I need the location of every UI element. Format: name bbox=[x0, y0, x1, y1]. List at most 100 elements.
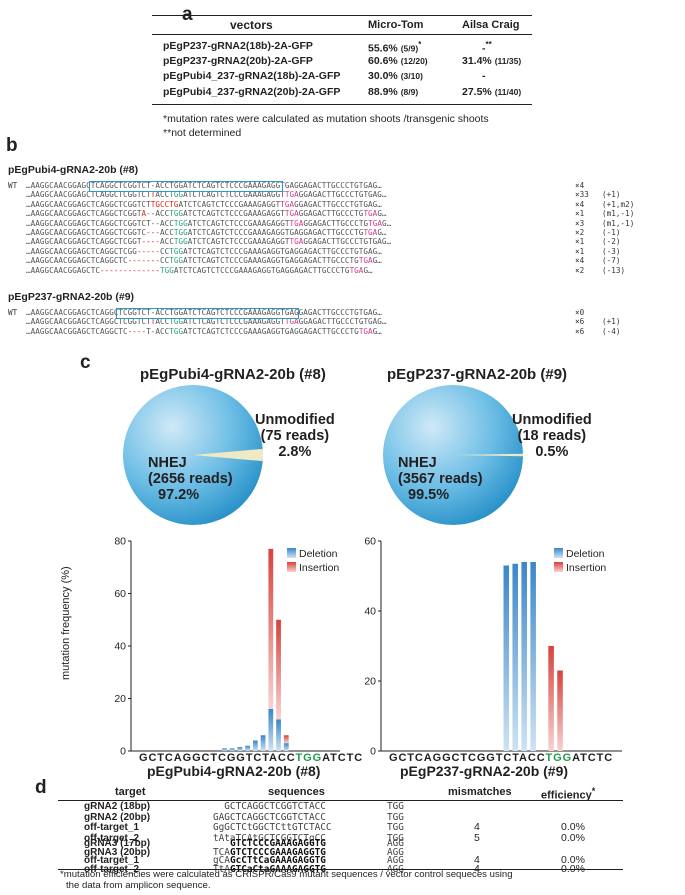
pie-right-unmod-reads: (18 reads) bbox=[517, 428, 587, 444]
seq-seg-1-7-4: ATCTCAGTCTCCCGAAAGAGGTGAGGAGACTTGCCCTGTG… bbox=[183, 246, 382, 256]
bar-left-ylabel: mutation frequency (%) bbox=[60, 566, 72, 680]
d-pam-g2-1: AGG bbox=[387, 846, 404, 858]
bar-left-ytick-label-4: 80 bbox=[114, 536, 126, 548]
table-a-microtom-n-3: (8/9) bbox=[400, 87, 419, 97]
d-seq-seg-g1-1-0: GAGCTCAGGCTCGGTCTACC bbox=[213, 811, 326, 823]
seq-seg-1-7-3: TGG bbox=[169, 246, 184, 256]
seq-line-1-8: …AAGGCAACGGAGCTCAGGCTC-------CCTGGATCTCA… bbox=[26, 256, 382, 265]
d-eff-g2-2: 0.0% bbox=[561, 854, 585, 866]
seq-seg-1-2-0: …AAGGCAACGGAGCTCAGGCTCGGTCT bbox=[26, 199, 151, 209]
table-a-microtom-n-2: (3/10) bbox=[400, 71, 423, 81]
bar-left-deletion-14 bbox=[245, 745, 251, 751]
d-pam-g1-3: TGG bbox=[387, 832, 404, 844]
note2-text: not determined bbox=[171, 127, 242, 139]
bar-right-ytick-label-2: 40 bbox=[364, 606, 376, 618]
table-a-note2: **not determined bbox=[163, 127, 241, 139]
seq-seg-1-4-0: …AAGGCAACGGAGCTCAGGCTCGGTCT bbox=[26, 218, 151, 228]
footnote-symbol: * bbox=[60, 869, 64, 880]
seq-seg-1-1-0: …AAGGCAACGGAGCTCAGGCTCGGTCT bbox=[26, 190, 151, 200]
seq-seg-1-5-3: TGG bbox=[173, 228, 188, 237]
seq-line-1-9: …AAGGCAACGGAGCTC-------------TGGATCTCAGT… bbox=[26, 266, 373, 275]
seq-count-1-8: ×4 bbox=[575, 256, 585, 266]
bar-right-deletion-15 bbox=[521, 562, 527, 751]
bar-left-deletion-16 bbox=[260, 735, 266, 751]
legend-left-deletion-swatch bbox=[287, 548, 296, 558]
legend-right-deletion-swatch bbox=[554, 548, 563, 558]
d-seq-seg-g1-3-0: tAtaTCAtGCTCGGTCTgCC bbox=[213, 832, 326, 844]
seq-seg-1-5-2: ACC bbox=[160, 228, 174, 237]
seq-count-1-5: ×2 bbox=[575, 228, 585, 237]
seq-seg-1-3-7: TGA bbox=[363, 209, 378, 219]
d-seq-g2-0: GTCTCCCGAAAGAGGTG bbox=[213, 838, 326, 849]
seq-count-1-3: ×1 bbox=[575, 209, 585, 219]
bar-chart-right: 0 20 40 60 bbox=[364, 536, 622, 758]
seq-seg-1-4-6: GGAGACTTGCCCTG bbox=[303, 218, 369, 228]
seq-count-2-0: ×0 bbox=[575, 308, 585, 317]
table-a-microtom-0: 55.6% (5/9)* bbox=[368, 40, 422, 55]
bar-right-xseq-protospacer: GCTCAGGCTCGGTCTACC bbox=[389, 752, 546, 764]
seq-seg-1-9-5: G… bbox=[363, 265, 373, 275]
seq-seg-1-8-0: …AAGGCAACGGAGCTCAGGCTC bbox=[26, 256, 128, 266]
seq-seg-1-1-6: GGAGACTTGCCCTGTGAG… bbox=[298, 190, 387, 200]
pie-right-nhej-label: NHEJ (3567 reads) 99.5% bbox=[398, 455, 483, 503]
d-target-g2-1: gRNA3 (20bp) bbox=[84, 846, 151, 858]
bar-right-title: pEgP237-gRNA2-20b (#9) bbox=[400, 763, 569, 779]
seq-seg-1-4-7: TGA bbox=[368, 218, 382, 228]
table-a-header-vectors: vectors bbox=[230, 18, 273, 32]
footnote-text-2: the data from amplicon sequence. bbox=[66, 879, 211, 891]
bar-right-xseq: GCTCAGGCTCGGTCTACCTGGATCTC bbox=[389, 752, 613, 764]
seq-seg-1-3-8: G… bbox=[377, 209, 387, 219]
table-d-bottom-rule bbox=[58, 869, 623, 871]
seq-count-1-9: ×2 bbox=[575, 265, 585, 275]
d-seq-seg-g2-1-1: GTCTCCCGAAAGAGGTG bbox=[229, 846, 326, 858]
legend-left-deletion-label: Deletion bbox=[299, 548, 338, 560]
seq-seg-1-5-4: ATCTCAGTCTCCCGAAAGAGGTGAGGAGACTTGCCCTG bbox=[187, 228, 364, 237]
d-seq-g1-2: GgGCTCtGGCTCttGTCTACC bbox=[213, 822, 332, 833]
table-a-vector-1: pEgP237-gRNA2(20b)-2A-GFP bbox=[163, 55, 313, 67]
seq-line-1-2: …AAGGCAACGGAGCTCAGGCTCGGTCTTGCCTGATCTCAG… bbox=[26, 200, 382, 209]
table-a-bottom-rule bbox=[152, 104, 532, 106]
footnote-line-1: *mutation efficiencies were calculated a… bbox=[60, 869, 513, 881]
bar-right-legend: Deletion Insertion bbox=[554, 547, 606, 575]
table-d-header-sequences: sequences bbox=[268, 786, 325, 798]
bar-left-deletion-11 bbox=[222, 748, 227, 751]
legend-right-insertion: Insertion bbox=[554, 561, 606, 575]
seq-count-1-2: ×4 bbox=[575, 199, 585, 209]
seq-seg-1-5-1: --- bbox=[146, 228, 161, 237]
seq-count-1-4: ×3 bbox=[575, 218, 585, 228]
pie-right-unmod-pct: 0.5% bbox=[535, 444, 569, 460]
legend-left-deletion: Deletion bbox=[287, 547, 339, 561]
d-pam-g1-0: TGG bbox=[387, 801, 404, 812]
seq-seg-1-6-4: ATCTCAGTCTCCCGAAAGAGGT bbox=[187, 237, 290, 247]
d-target-g2-0: gRNA3 (17bp) bbox=[84, 838, 151, 849]
seq-line-1-0: …AAGGCAACGGAGCTCAGGCTCGGTCT-ACCTGGATCTCA… bbox=[26, 181, 382, 190]
seq-seg-1-8-3: TGG bbox=[169, 256, 184, 266]
seq-seg-1-6-5: TGA bbox=[289, 237, 304, 247]
bar-right-xseq-pam: TGG bbox=[545, 752, 573, 764]
seq-line-2-2: …AAGGCAACGGAGCTCAGGCTC----T-ACCTGGATCTCA… bbox=[26, 327, 382, 336]
seq-seg-1-4-8: G… bbox=[381, 218, 392, 228]
seq-seg-1-9-4: TGA bbox=[349, 265, 364, 275]
seq-seg-1-8-5: TGA bbox=[358, 256, 373, 266]
bar-left-deletion-15 bbox=[252, 740, 258, 751]
seq-seg-1-1-4: ATCTCAGTCTCCCGAAAGAGGT bbox=[183, 190, 285, 200]
d-target-g1-3: off-target_2 bbox=[84, 832, 140, 844]
table-a-top-rule bbox=[152, 15, 532, 17]
seq-count-1-7: ×1 bbox=[575, 246, 585, 256]
seq-line-1-7: …AAGGCAACGGAGCTCAGGCTCGG-----CCTGGATCTCA… bbox=[26, 247, 382, 256]
d-seq-g2-2: gCAGcCTtCaGAAAGAGGTG bbox=[213, 855, 326, 866]
seq-seg-2-2-3: TGG bbox=[169, 326, 184, 336]
seq-seg-2-1-1: T bbox=[150, 317, 156, 327]
seq-note-1-8: (-7) bbox=[602, 256, 621, 266]
pie-right-nhej-reads: (3567 reads) bbox=[398, 471, 483, 487]
d-target-g1-1: gRNA2 (20bp) bbox=[84, 811, 151, 823]
seq-line-1-4: …AAGGCAACGGAGCTCAGGCTCGGTCT--ACCTGGATCTC… bbox=[26, 219, 391, 228]
table-a-ailsa-sup-0: ** bbox=[485, 40, 492, 49]
seq-note-1-6: (-2) bbox=[602, 237, 621, 247]
pie-left-unmod-label: Unmodified (75 reads) 2.8% bbox=[255, 412, 335, 460]
footnote-text-1: mutation efficiencies were calculated as… bbox=[63, 869, 513, 880]
pie-left-nhej-label: NHEJ (2656 reads) 97.2% bbox=[148, 455, 233, 503]
seq-seg-1-8-4: ATCTCAGTCTCCCGAAAGAGGTGAGGAGACTTGCCCTG bbox=[183, 256, 359, 266]
table-a-ailsa-1: 31.4% (11/35) bbox=[462, 55, 522, 67]
pie-right-nhej-name: NHEJ bbox=[398, 455, 437, 471]
